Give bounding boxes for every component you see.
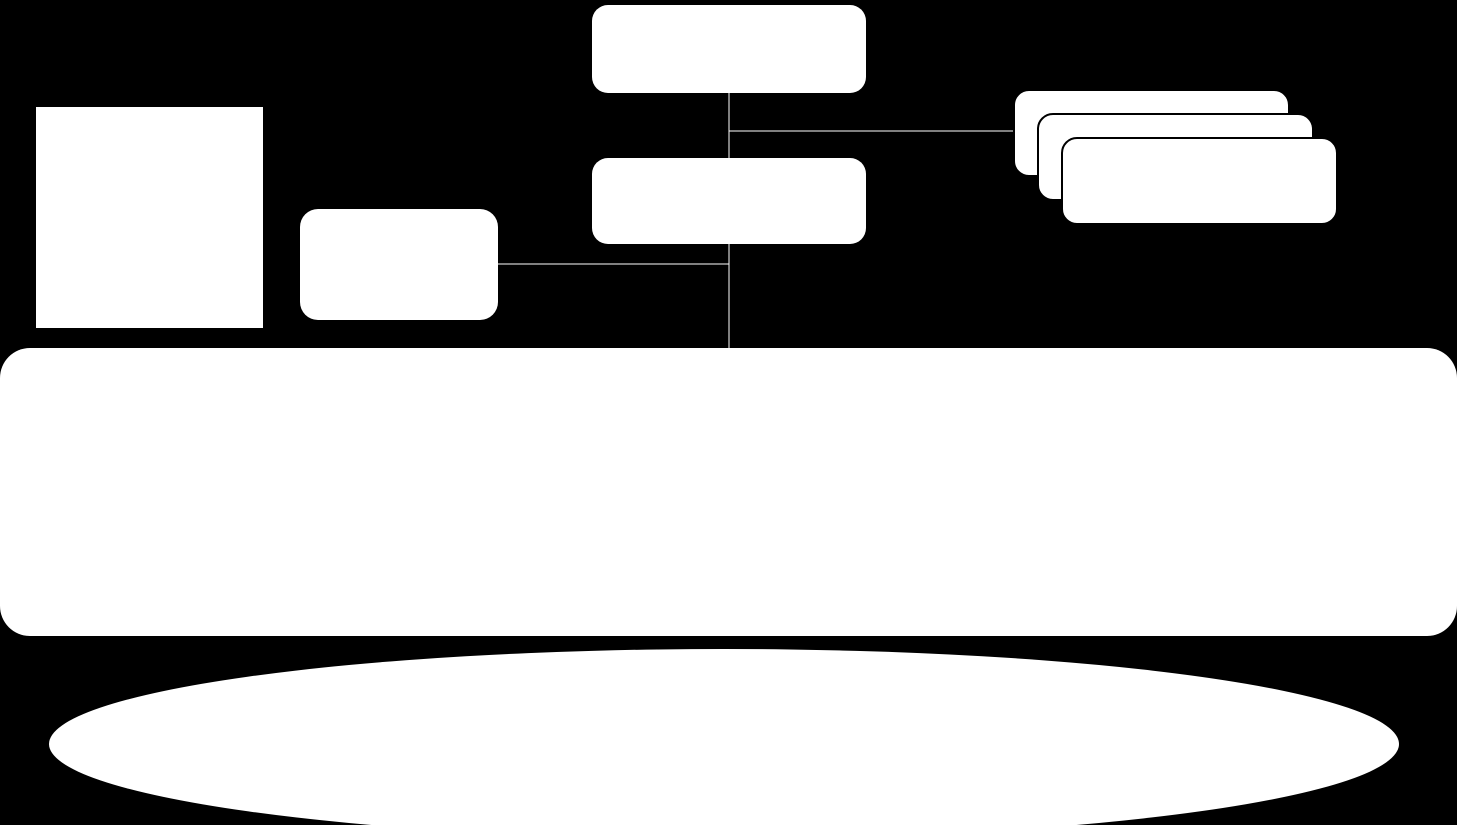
node-mid — [592, 158, 866, 244]
node-top — [592, 5, 866, 93]
node-ellipse — [49, 649, 1399, 825]
node-square — [36, 107, 263, 328]
diagram-canvas — [0, 0, 1457, 825]
node-small — [300, 209, 498, 320]
node-wide — [0, 348, 1457, 636]
node-stack-front — [1061, 137, 1338, 225]
